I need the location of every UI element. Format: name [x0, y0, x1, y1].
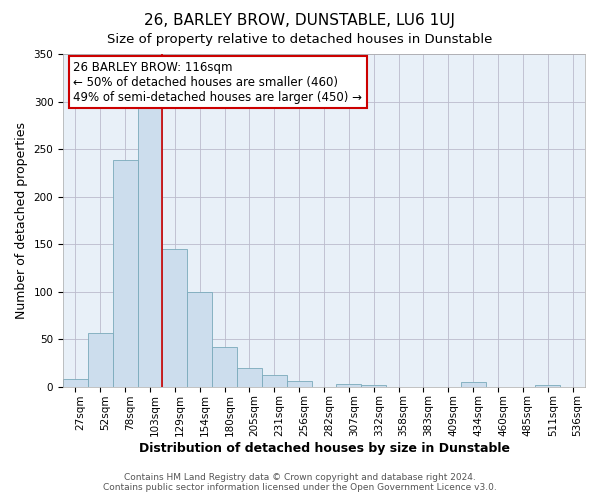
X-axis label: Distribution of detached houses by size in Dunstable: Distribution of detached houses by size …	[139, 442, 509, 455]
Bar	[163, 249, 187, 386]
Bar	[187, 292, 212, 386]
Bar	[337, 384, 361, 386]
Bar	[113, 160, 137, 386]
Bar	[262, 376, 287, 386]
Bar	[63, 379, 88, 386]
Text: Contains HM Land Registry data © Crown copyright and database right 2024.
Contai: Contains HM Land Registry data © Crown c…	[103, 473, 497, 492]
Text: 26 BARLEY BROW: 116sqm
← 50% of detached houses are smaller (460)
49% of semi-de: 26 BARLEY BROW: 116sqm ← 50% of detached…	[73, 60, 362, 104]
Bar	[88, 332, 113, 386]
Text: Size of property relative to detached houses in Dunstable: Size of property relative to detached ho…	[107, 32, 493, 46]
Bar	[237, 368, 262, 386]
Bar	[287, 381, 311, 386]
Bar	[535, 385, 560, 386]
Bar	[361, 385, 386, 386]
Y-axis label: Number of detached properties: Number of detached properties	[15, 122, 28, 319]
Bar	[212, 347, 237, 387]
Bar	[461, 382, 485, 386]
Text: 26, BARLEY BROW, DUNSTABLE, LU6 1UJ: 26, BARLEY BROW, DUNSTABLE, LU6 1UJ	[145, 12, 455, 28]
Bar	[137, 108, 163, 386]
